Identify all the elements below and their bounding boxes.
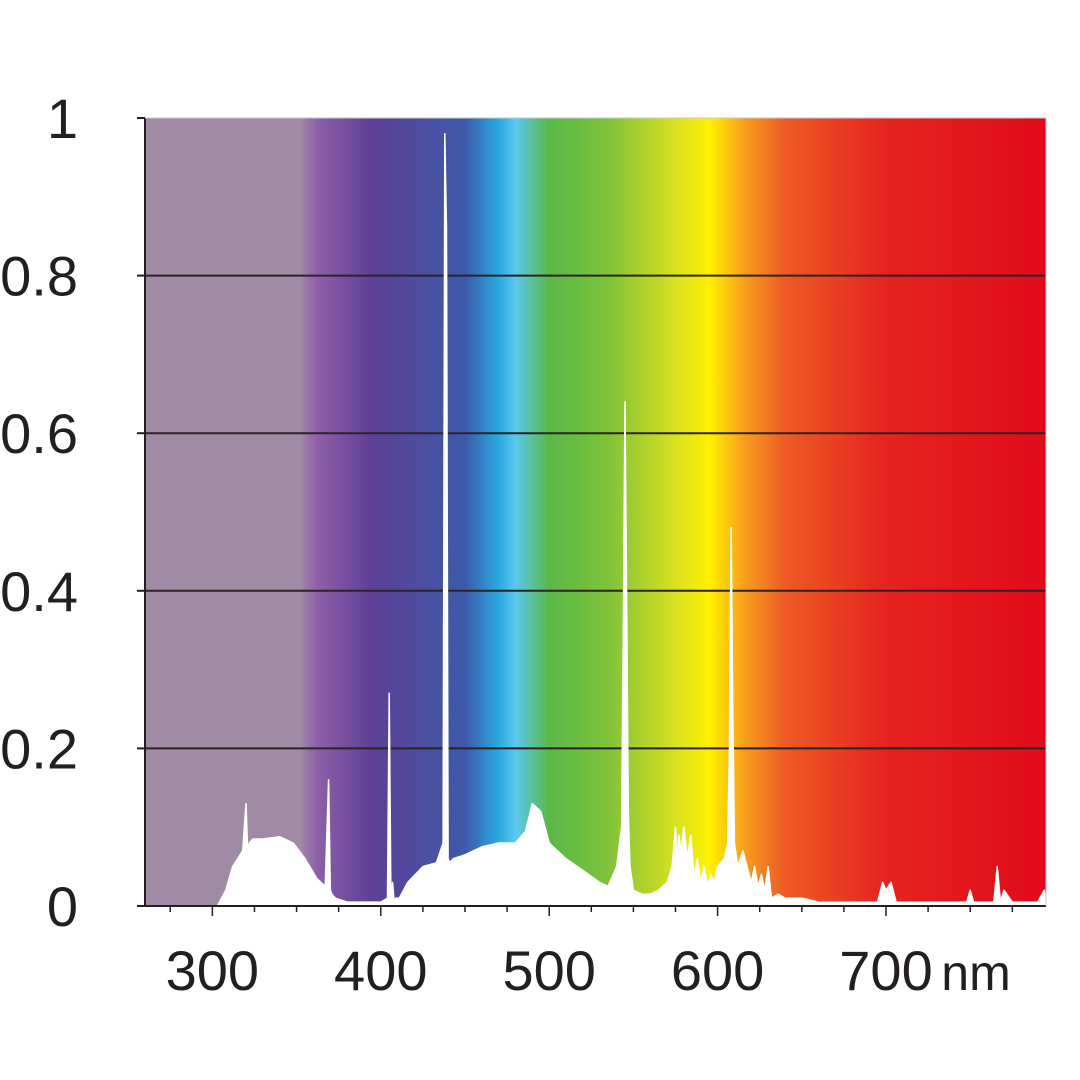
y-tick-label: 0 <box>47 875 78 938</box>
y-tick-label: 0.6 <box>0 402 78 465</box>
spectrum-series <box>144 133 1047 907</box>
y-tick-label: 0.4 <box>0 560 78 623</box>
y-tick-labels: 0 0.2 0.4 0.6 0.8 1 <box>0 87 78 938</box>
x-tick-labels: 300 400 500 600 700 <box>166 939 933 1002</box>
x-axis-unit: nm <box>941 945 1010 1001</box>
x-tick-label: 600 <box>671 939 764 1002</box>
y-tick-label: 0.2 <box>0 717 78 780</box>
axes <box>137 117 1047 916</box>
spectrum-background <box>145 118 1046 906</box>
x-tick-label: 500 <box>502 939 595 1002</box>
x-tick-label: 700 <box>839 939 932 1002</box>
x-tick-label: 300 <box>166 939 259 1002</box>
grid-lines <box>145 274 1046 750</box>
y-tick-label: 1 <box>47 87 78 150</box>
x-tick-label: 400 <box>334 939 427 1002</box>
emission-spectrum <box>144 133 1047 907</box>
y-tick-label: 0.8 <box>0 245 78 308</box>
